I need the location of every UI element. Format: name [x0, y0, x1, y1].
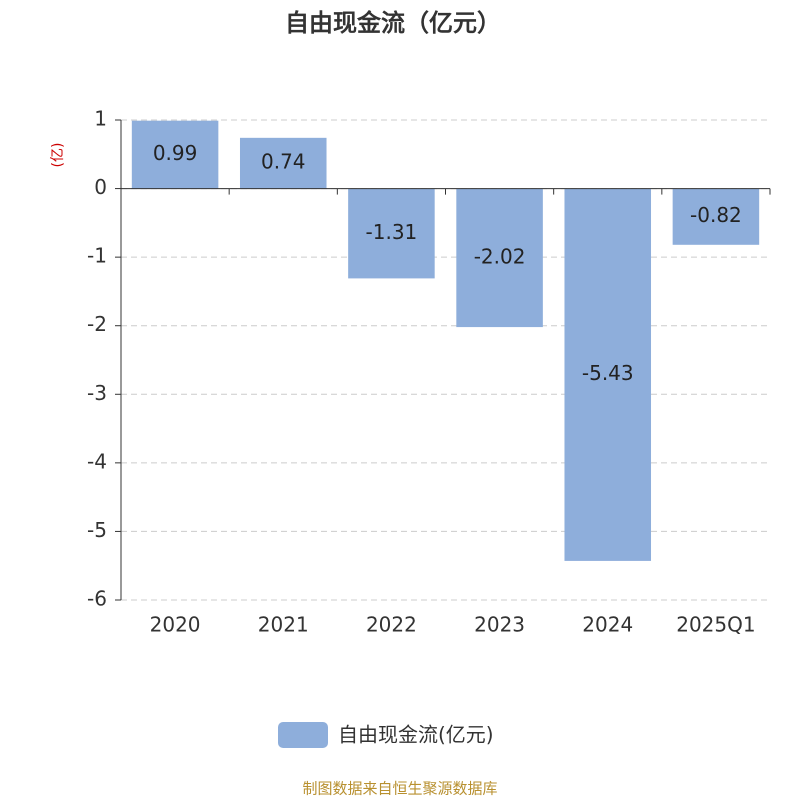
y-tick-label: 1	[94, 107, 107, 131]
legend-swatch	[278, 722, 328, 748]
bar	[348, 188, 435, 279]
chart-title: 自由现金流（亿元）	[285, 9, 501, 37]
x-tick-label: 2023	[474, 613, 525, 637]
data-label: -0.82	[690, 203, 742, 227]
y-axis-label: (亿)	[50, 143, 66, 168]
y-tick-label: 0	[94, 175, 107, 199]
y-tick-label: -3	[87, 381, 107, 405]
data-label: -1.31	[366, 220, 418, 244]
y-tick-label: -2	[87, 312, 107, 336]
data-label: 0.99	[153, 141, 198, 165]
y-tick-label: -4	[87, 449, 107, 473]
bar	[564, 188, 652, 561]
x-tick-label: 2020	[150, 613, 201, 637]
bar	[239, 137, 327, 189]
bar	[672, 188, 760, 245]
data-label: -5.43	[582, 361, 634, 385]
data-label: -2.02	[474, 244, 526, 268]
bar	[456, 188, 543, 328]
x-tick-label: 2021	[258, 613, 309, 637]
x-tick-label: 2024	[582, 613, 633, 637]
legend-label: 自由现金流(亿元)	[338, 723, 494, 747]
x-tick-label: 2025Q1	[676, 613, 755, 637]
x-tick-label: 2022	[366, 613, 417, 637]
source-note: 制图数据来自恒生聚源数据库	[302, 780, 497, 798]
y-tick-label: -5	[87, 518, 107, 542]
data-label: 0.74	[261, 150, 306, 174]
y-tick-label: -1	[87, 244, 107, 268]
y-tick-label: -6	[87, 587, 107, 611]
bar	[131, 120, 219, 189]
